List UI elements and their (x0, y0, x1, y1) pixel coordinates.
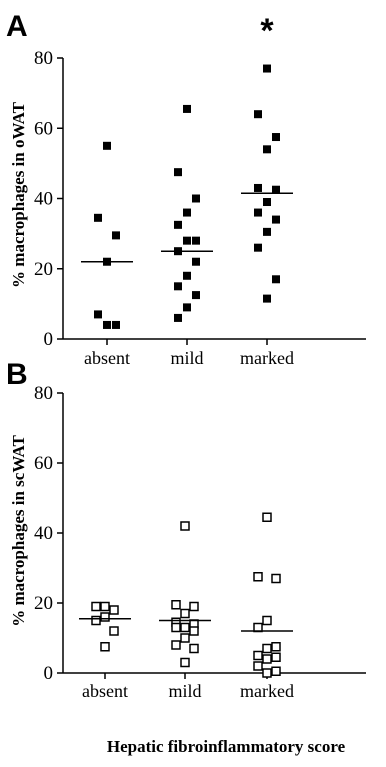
panel-a-data-point (174, 220, 182, 229)
panel-b-y-tick-label: 20 (34, 593, 53, 614)
panel-a-data-point (192, 291, 200, 300)
x-axis-title: Hepatic fibroinflammatory score (107, 737, 346, 756)
panel-a-x-tick-label: absent (84, 348, 130, 368)
panel-b-data-point (109, 626, 119, 636)
panel-b-x-tick-label: mild (168, 681, 201, 701)
panel-b-data-point (171, 640, 181, 650)
panel-b-data-point (189, 601, 199, 612)
panel-a-data-point (174, 168, 182, 177)
panel-b-data-point (271, 652, 281, 662)
panel-b-y-tick-label: 80 (34, 383, 53, 404)
panel-a-data-point (174, 313, 182, 322)
panel-b-data-point (171, 600, 181, 610)
panel-a-data-point (263, 64, 271, 73)
panel-a-y-tick-label: 0 (44, 329, 54, 350)
panel-a-data-point (272, 185, 280, 194)
panel-b-data-point (100, 612, 110, 622)
panel-a-data-point (263, 294, 271, 303)
panel-a-data-point (183, 303, 191, 312)
panel-a-significance-marker: * (260, 12, 274, 50)
panel-a: A % macrophages in oWAT 0 20 40 60 80 absent m… (6, 10, 366, 368)
panel-b-letter: B (6, 358, 28, 391)
panel-a-data-point (254, 110, 262, 119)
panel-b-data-point (171, 622, 181, 633)
panel-a-x-tick-label: marked (240, 348, 294, 368)
panel-a-data-point (263, 227, 271, 236)
panel-b-data-point (100, 642, 110, 652)
panel-a-y-tick-label: 80 (34, 48, 53, 69)
panel-a-y-axis-title: % macrophages in oWAT (9, 101, 28, 288)
panel-b-data-point (180, 521, 190, 531)
panel-b-x-tick-label: absent (82, 681, 128, 701)
panel-b-y-tick-label: 40 (34, 523, 53, 544)
panel-b-y-tick-label: 60 (34, 453, 53, 474)
panel-b-data-point (180, 633, 190, 643)
panel-a-data-point (183, 208, 191, 217)
panel-b-data-point (109, 605, 119, 615)
panel-a-data-point (254, 243, 262, 252)
panel-b-data-point (253, 661, 263, 671)
panel-a-data-point (174, 282, 182, 291)
panel-b-data-point (262, 668, 272, 678)
panel-b-data-point (91, 601, 101, 612)
panel-b-data-point (262, 643, 272, 654)
panel-b-data-point (271, 666, 281, 676)
panel-a-data-point (103, 320, 111, 329)
panel-a-data-point (254, 183, 262, 192)
panel-a-data-point (263, 198, 271, 207)
panel-a-data-point (272, 215, 280, 224)
panel-a-letter: A (6, 10, 28, 43)
panel-a-data-point (272, 133, 280, 142)
panel-b-data-point (180, 608, 190, 619)
panel-a-data-point (112, 320, 120, 329)
panel-a-data-point (183, 236, 191, 245)
panel-a-data-point (112, 231, 120, 240)
panel-b-data-point (253, 650, 263, 661)
panel-a-data-point (183, 271, 191, 280)
panel-a-data-point (192, 194, 200, 203)
panel-a-x-tick-label: mild (170, 348, 203, 368)
panel-a-data-point (272, 275, 280, 284)
panel-a-data-point (254, 208, 262, 217)
panel-a-data-point (94, 310, 102, 319)
panel-b-data-point (91, 615, 101, 626)
panel-a-data-point (192, 236, 200, 245)
panel-b-data-point (100, 601, 110, 612)
panel-b: B % macrophages in scWAT 0 20 40 60 80 absent… (6, 358, 366, 701)
panel-b-data-point (189, 643, 199, 654)
panel-a-data-point (103, 141, 111, 150)
panel-b-y-tick-label: 0 (44, 663, 54, 684)
panel-a-data-point (94, 213, 102, 222)
panel-b-data-point (253, 572, 263, 582)
panel-b-data-point (271, 573, 281, 584)
panel-a-data-point (192, 257, 200, 266)
panel-b-data-point (262, 654, 272, 664)
panel-a-y-tick-label: 40 (34, 189, 53, 210)
panel-b-data-point (189, 626, 199, 636)
panel-a-data-point (263, 145, 271, 154)
panel-b-data-point (180, 657, 190, 668)
panel-b-data-point (271, 642, 281, 652)
panel-b-data-point (262, 512, 272, 522)
panel-b-y-axis-title: % macrophages in scWAT (9, 435, 28, 627)
panel-b-x-tick-label: marked (240, 681, 294, 701)
panel-b-data-point (262, 615, 272, 626)
panel-a-y-tick-label: 20 (34, 259, 53, 280)
panel-a-data-point (183, 104, 191, 113)
panel-b-data-point (180, 622, 190, 633)
panel-a-y-tick-label: 60 (34, 118, 53, 139)
